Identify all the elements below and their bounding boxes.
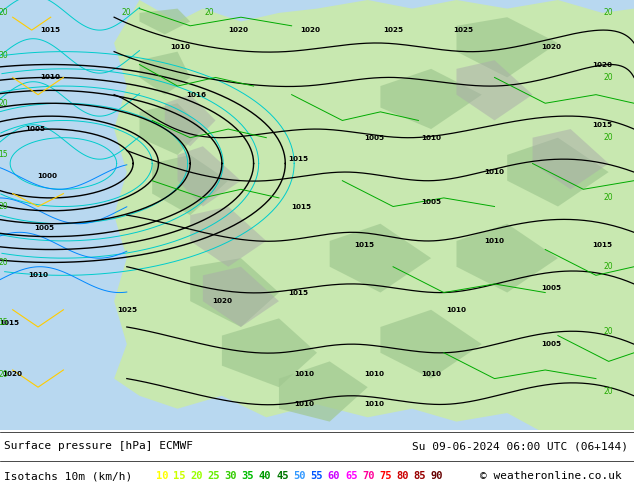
- Text: 65: 65: [345, 471, 358, 481]
- Text: 1015: 1015: [354, 242, 375, 248]
- Polygon shape: [222, 318, 317, 387]
- Polygon shape: [456, 60, 533, 121]
- Text: 45: 45: [276, 471, 288, 481]
- Text: 1005: 1005: [541, 285, 562, 291]
- Text: 1020: 1020: [212, 298, 232, 304]
- Polygon shape: [139, 103, 203, 155]
- Text: 40: 40: [259, 471, 271, 481]
- Text: 20: 20: [604, 262, 614, 271]
- Text: 1000: 1000: [37, 173, 58, 179]
- Text: 20: 20: [190, 471, 203, 481]
- Text: 1010: 1010: [28, 272, 48, 278]
- Text: 1025: 1025: [453, 27, 473, 33]
- Text: 50: 50: [294, 471, 306, 481]
- Text: 1020: 1020: [592, 62, 612, 68]
- Polygon shape: [139, 9, 190, 34]
- Text: 1010: 1010: [41, 74, 61, 80]
- Text: 1005: 1005: [364, 135, 384, 141]
- Polygon shape: [139, 51, 190, 95]
- Text: 70: 70: [362, 471, 375, 481]
- Polygon shape: [165, 95, 216, 147]
- Polygon shape: [152, 155, 228, 215]
- Text: 1016: 1016: [186, 92, 207, 98]
- Text: 1010: 1010: [171, 44, 191, 50]
- Text: 90: 90: [431, 471, 443, 481]
- Text: 1010: 1010: [446, 307, 467, 313]
- Text: 75: 75: [379, 471, 392, 481]
- Polygon shape: [203, 267, 279, 327]
- Text: 1010: 1010: [364, 371, 384, 377]
- Polygon shape: [279, 362, 368, 421]
- Text: 1005: 1005: [421, 199, 441, 205]
- Text: 30: 30: [0, 51, 8, 60]
- Text: 1015: 1015: [291, 203, 311, 210]
- Text: 1015: 1015: [592, 122, 612, 128]
- Text: 20: 20: [122, 8, 132, 18]
- Text: 20: 20: [0, 202, 8, 211]
- Text: 20: 20: [604, 387, 614, 396]
- Text: 1005: 1005: [34, 225, 55, 231]
- Text: 20: 20: [604, 327, 614, 336]
- Text: 1010: 1010: [294, 401, 314, 407]
- Text: 20: 20: [604, 73, 614, 82]
- Polygon shape: [114, 0, 634, 430]
- Polygon shape: [380, 310, 482, 379]
- Polygon shape: [456, 17, 558, 77]
- Text: 1010: 1010: [484, 169, 505, 175]
- Text: 1020: 1020: [3, 371, 23, 377]
- Text: 85: 85: [414, 471, 426, 481]
- Text: 20: 20: [604, 194, 614, 202]
- Text: 1010: 1010: [421, 135, 441, 141]
- Text: 1015: 1015: [0, 319, 20, 326]
- Text: 1010: 1010: [364, 401, 384, 407]
- Polygon shape: [533, 129, 609, 189]
- Polygon shape: [190, 206, 266, 267]
- Text: 15: 15: [0, 150, 8, 159]
- Text: 1015: 1015: [288, 290, 308, 295]
- Polygon shape: [507, 138, 609, 206]
- Text: 20: 20: [0, 258, 8, 267]
- Text: 25: 25: [207, 471, 220, 481]
- Text: 20: 20: [604, 133, 614, 142]
- Text: 1025: 1025: [383, 27, 403, 33]
- Text: 1020: 1020: [228, 27, 248, 33]
- Text: 10: 10: [156, 471, 168, 481]
- Text: 20: 20: [0, 370, 8, 379]
- Text: 1025: 1025: [117, 307, 137, 313]
- Text: 60: 60: [328, 471, 340, 481]
- Polygon shape: [190, 258, 279, 327]
- Polygon shape: [456, 224, 558, 293]
- Text: 1020: 1020: [541, 44, 562, 50]
- Text: 20: 20: [0, 99, 8, 108]
- Text: 1015: 1015: [41, 27, 61, 33]
- Text: 35: 35: [242, 471, 254, 481]
- Text: 1015: 1015: [288, 156, 308, 162]
- Text: 55: 55: [311, 471, 323, 481]
- Text: 15: 15: [173, 471, 186, 481]
- Text: Isotachs 10m (km/h): Isotachs 10m (km/h): [4, 471, 133, 481]
- Text: 1010: 1010: [484, 238, 505, 244]
- Text: 1010: 1010: [421, 371, 441, 377]
- Text: 30: 30: [224, 471, 237, 481]
- Polygon shape: [380, 69, 482, 129]
- Text: Surface pressure [hPa] ECMWF: Surface pressure [hPa] ECMWF: [4, 441, 193, 451]
- Text: Su 09-06-2024 06:00 UTC (06+144): Su 09-06-2024 06:00 UTC (06+144): [412, 441, 628, 451]
- Text: 1020: 1020: [301, 27, 321, 33]
- Text: 20: 20: [604, 8, 614, 18]
- Polygon shape: [330, 224, 431, 293]
- Text: 1015: 1015: [592, 242, 612, 248]
- Text: 15: 15: [0, 318, 8, 327]
- Text: 20: 20: [0, 8, 8, 18]
- Text: © weatheronline.co.uk: © weatheronline.co.uk: [480, 471, 622, 481]
- Text: 80: 80: [396, 471, 409, 481]
- Polygon shape: [178, 147, 241, 206]
- Text: 20: 20: [204, 8, 214, 18]
- Text: 1005: 1005: [541, 341, 562, 347]
- Text: 1005: 1005: [25, 126, 45, 132]
- Text: 1010: 1010: [294, 371, 314, 377]
